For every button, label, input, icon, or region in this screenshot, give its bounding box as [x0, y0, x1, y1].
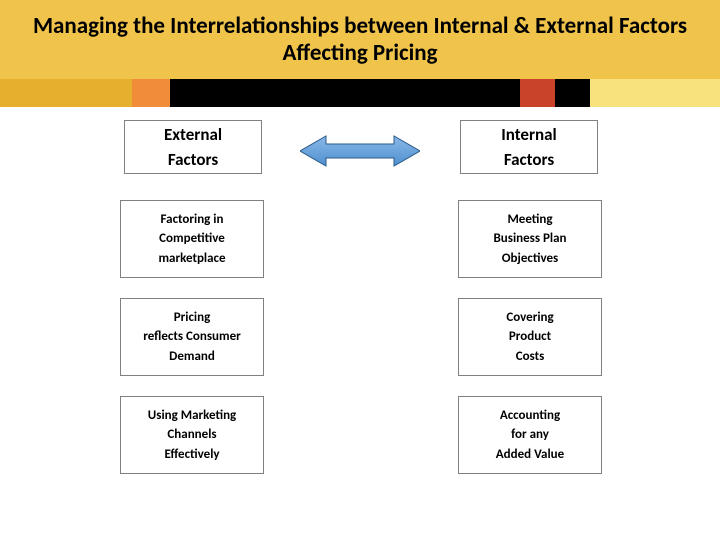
strip-seg-2: [132, 79, 170, 107]
page-title: Managing the Interrelationships between …: [10, 13, 710, 66]
header-line: Factors: [504, 147, 554, 173]
internal-box-1: Meeting Business Plan Objectives: [458, 200, 602, 278]
box-line: marketplace: [158, 249, 225, 269]
box-line: Business Plan: [494, 229, 567, 249]
strip-seg-6: [590, 79, 720, 107]
box-line: reflects Consumer: [143, 327, 241, 347]
strip-seg-3: [170, 79, 520, 107]
box-line: Channels: [167, 425, 216, 445]
header-line: Internal: [501, 122, 556, 148]
external-factors-header: External Factors: [124, 120, 262, 174]
internal-factors-header: Internal Factors: [460, 120, 598, 174]
box-line: for any: [511, 425, 549, 445]
external-box-3: Using Marketing Channels Effectively: [120, 396, 264, 474]
box-line: Covering: [506, 308, 553, 328]
accent-strip: [0, 79, 720, 107]
box-line: Meeting: [507, 210, 552, 230]
header-line: External: [164, 122, 222, 148]
box-line: Pricing: [174, 308, 211, 328]
box-line: Using Marketing: [148, 406, 236, 426]
box-line: Costs: [516, 347, 545, 367]
strip-seg-4: [520, 79, 555, 107]
box-line: Product: [509, 327, 551, 347]
box-line: Factoring in: [161, 210, 224, 230]
box-line: Added Value: [496, 445, 564, 465]
double-arrow-icon: [300, 134, 420, 168]
box-line: Competitive: [159, 229, 225, 249]
internal-box-3: Accounting for any Added Value: [458, 396, 602, 474]
diagram-area: External Factors Internal Factors Factor…: [0, 120, 720, 540]
strip-seg-5: [555, 79, 590, 107]
external-box-1: Factoring in Competitive marketplace: [120, 200, 264, 278]
box-line: Demand: [169, 347, 215, 367]
box-line: Objectives: [502, 249, 558, 269]
box-line: Accounting: [500, 406, 560, 426]
box-line: Effectively: [164, 445, 219, 465]
internal-box-2: Covering Product Costs: [458, 298, 602, 376]
header-line: Factors: [168, 147, 218, 173]
external-box-2: Pricing reflects Consumer Demand: [120, 298, 264, 376]
strip-seg-1: [0, 79, 132, 107]
title-band: Managing the Interrelationships between …: [0, 0, 720, 79]
